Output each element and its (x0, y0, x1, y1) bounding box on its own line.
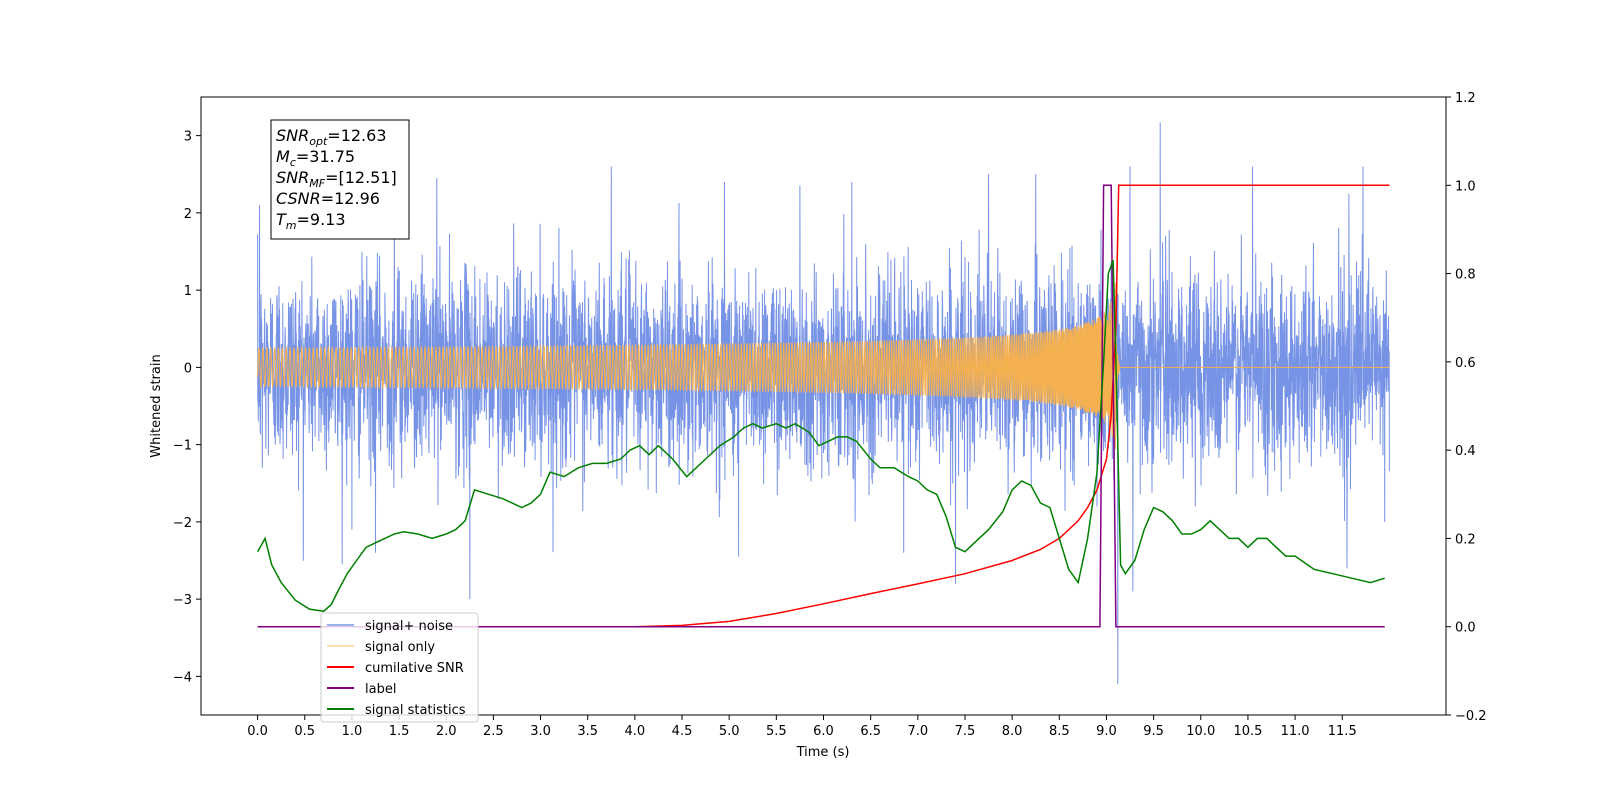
y2-tick-label: 0.6 (1455, 356, 1476, 371)
y-tick-label: −1 (173, 439, 192, 454)
y2-tick-label: 0.4 (1455, 444, 1476, 459)
x-axis-ticks: 0.0 0.5 1.0 1.5 2.0 2.5 3.0 3.5 4.0 4.5 5.0 5.5 6.0 6… (247, 715, 1357, 739)
x-tick-label: 5.0 (719, 724, 740, 739)
label-line (257, 184, 1385, 628)
x-tick-label: 9.5 (1143, 724, 1164, 739)
y2-tick-label: 0.8 (1455, 268, 1476, 283)
y2-tick-label: 1.2 (1455, 91, 1476, 106)
x-axis-label: Time (s) (796, 745, 850, 760)
x-tick-label: 9.0 (1096, 724, 1117, 739)
legend-label: signal+ noise (365, 619, 453, 634)
legend-items: signal+ noise signal only cumilative SNR la… (327, 619, 466, 718)
x-tick-label: 8.0 (1002, 724, 1023, 739)
y-tick-label: −2 (173, 516, 192, 531)
y-tick-label: −4 (173, 670, 192, 685)
info-var: T (276, 210, 287, 229)
x-tick-label: 8.5 (1049, 724, 1070, 739)
x-tick-label: 2.5 (483, 724, 504, 739)
y2-tick-label: 0.0 (1455, 621, 1476, 636)
y2-tick-label: −0.2 (1455, 709, 1487, 724)
x-tick-label: 6.5 (860, 724, 881, 739)
x-tick-label: 4.5 (672, 724, 693, 739)
info-value: =12.63 (327, 126, 386, 145)
x-tick-label: 7.0 (907, 724, 928, 739)
info-subscript: c (290, 156, 296, 169)
x-tick-label: 1.5 (389, 724, 410, 739)
info-value: =9.13 (297, 210, 346, 229)
y-axis-ticks: 3 2 1 0 −1 −2 −3 −4 (173, 130, 201, 685)
y2-tick-label: 0.2 (1455, 532, 1476, 547)
legend-frame (320, 612, 479, 723)
signal-only-line (257, 282, 1390, 450)
signal-statistics-line (256, 260, 1385, 613)
x-tick-label: 1.0 (342, 724, 363, 739)
info-value: =[12.51] (325, 168, 397, 187)
legend-label: signal statistics (365, 703, 466, 718)
x-tick-label: 0.0 (247, 724, 268, 739)
x-tick-label: 10.5 (1233, 724, 1262, 739)
info-subscript: m (286, 219, 297, 232)
info-subscript: MF (309, 177, 325, 190)
info-box: SNRopt=12.63 Mc=31.75 SNRMF=[12.51] CSNR=12… (270, 119, 410, 240)
x-tick-label: 10.0 (1186, 724, 1215, 739)
y-tick-label: 0 (184, 361, 192, 376)
signal-noise-line (257, 122, 1390, 685)
y2-axis-ticks: 1.2 1.0 0.8 0.6 0.4 0.2 0.0 −0.2 (1446, 91, 1487, 724)
x-tick-label: 6.0 (813, 724, 834, 739)
x-tick-label: 7.5 (955, 724, 976, 739)
info-var: M (276, 147, 290, 166)
x-tick-label: 0.5 (294, 724, 315, 739)
info-box-text: SNRopt=12.63 Mc=31.75 SNRMF=[12.51] CSNR=12… (276, 126, 397, 232)
y-tick-label: 1 (184, 284, 192, 299)
legend-label: signal only (365, 640, 435, 655)
info-subscript: opt (309, 135, 328, 148)
info-var: SNR (276, 168, 309, 187)
x-tick-label: 4.0 (625, 724, 646, 739)
x-tick-label: 3.5 (577, 724, 598, 739)
y-axis-label: Whitened strain (149, 354, 164, 457)
cumulative-snr-line (257, 184, 1390, 628)
info-var: SNR (276, 126, 309, 145)
y2-tick-label: 1.0 (1455, 179, 1476, 194)
x-tick-label: 3.0 (530, 724, 551, 739)
info-value: =31.75 (296, 147, 355, 166)
y-tick-label: 2 (184, 207, 192, 222)
x-tick-label: 11.0 (1281, 724, 1310, 739)
x-tick-label: 2.0 (436, 724, 457, 739)
y-tick-label: −3 (173, 593, 192, 608)
legend: signal+ noise signal only cumilative SNR la… (320, 612, 479, 723)
x-tick-label: 5.5 (766, 724, 787, 739)
info-var: CSNR (276, 189, 321, 208)
legend-label: label (365, 682, 396, 697)
info-value: =12.96 (321, 189, 380, 208)
plot-area (256, 122, 1390, 685)
info-box-frame (270, 119, 410, 240)
legend-label: cumilative SNR (365, 661, 464, 676)
x-tick-label: 11.5 (1328, 724, 1357, 739)
y-tick-label: 3 (184, 130, 192, 145)
